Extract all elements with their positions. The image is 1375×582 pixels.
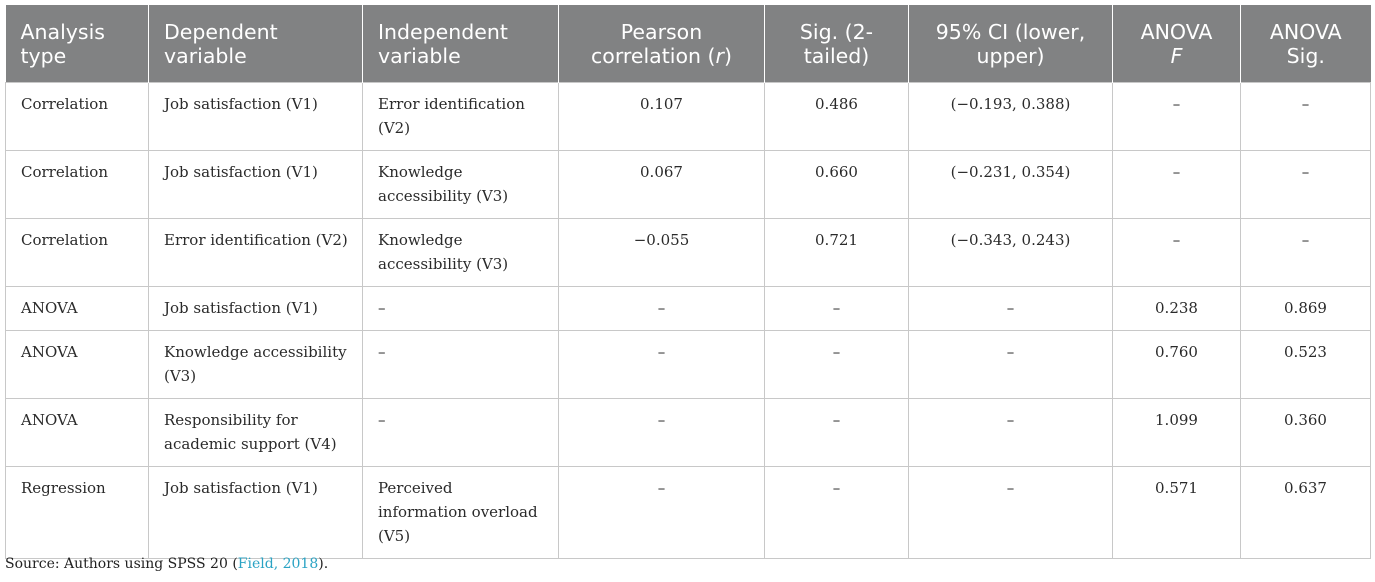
header-row: Analysis type Dependent variable Indepen… [5, 5, 1371, 83]
table-row: ANOVA Job satisfaction (V1) – – – –0.238 0.869 [5, 286, 1371, 331]
table-row: Correlation Job satisfaction (V1) Knowledg… [5, 150, 1371, 219]
pearson-suffix: ) [723, 43, 732, 68]
cell-independent-variable: Knowledge accessibility (V3) [362, 150, 559, 219]
cell-independent-variable: – [362, 330, 559, 399]
table-row: Correlation Error identification (V2) Know… [5, 218, 1371, 287]
table-body: Correlation Job satisfaction (V1) Error id… [5, 82, 1371, 559]
cell-sig-2-tailed: – [764, 398, 909, 467]
cell-anova-sig: 0.360 [1240, 398, 1371, 467]
cell-pearson-r: – [558, 466, 765, 559]
table-row: ANOVA Knowledge accessibility (V3) – – – –0.7… [5, 330, 1371, 399]
header-anova-sig: ANOVA Sig. [1240, 5, 1371, 83]
header-independent-variable: Independent variable [362, 5, 559, 83]
pearson-prefix: Pearson correlation ( [591, 19, 716, 68]
header-pearson-correlation: Pearson correlation (r) [558, 5, 765, 83]
results-table: Analysis type Dependent variable Indepen… [5, 5, 1371, 559]
cell-sig-2-tailed: – [764, 466, 909, 559]
cell-independent-variable: – [362, 398, 559, 467]
table-row: ANOVA Responsibility for academic support… [5, 398, 1371, 467]
pearson-r-symbol: r [715, 43, 724, 68]
cell-anova-sig: 0.637 [1240, 466, 1371, 559]
caption-suffix: ). [318, 556, 329, 572]
cell-ci-95: – [908, 466, 1113, 559]
cell-anova-f: 0.571 [1112, 466, 1241, 559]
citation-link[interactable]: Field, 2018 [237, 556, 319, 572]
cell-analysis-type: Regression [5, 466, 149, 559]
cell-analysis-type: ANOVA [5, 398, 149, 467]
cell-pearson-r: – [558, 398, 765, 467]
cell-pearson-r: −0.055 [558, 218, 765, 287]
cell-dependent-variable: Responsibility for academic support (V4) [148, 398, 363, 467]
cell-ci-95: – [908, 286, 1113, 331]
cell-ci-95: (−0.231, 0.354) [908, 150, 1113, 219]
cell-pearson-r: 0.067 [558, 150, 765, 219]
cell-dependent-variable: Error identification (V2) [148, 218, 363, 287]
cell-pearson-r: 0.107 [558, 82, 765, 151]
anova-f-symbol: F [1170, 43, 1183, 68]
cell-analysis-type: ANOVA [5, 286, 149, 331]
cell-independent-variable: Knowledge accessibility (V3) [362, 218, 559, 287]
cell-analysis-type: ANOVA [5, 330, 149, 399]
cell-analysis-type: Correlation [5, 218, 149, 287]
table-row: Regression Job satisfaction (V1) Perceived… [5, 466, 1371, 559]
cell-anova-sig: 0.869 [1240, 286, 1371, 331]
cell-anova-sig: 0.523 [1240, 330, 1371, 399]
cell-ci-95: (−0.193, 0.388) [908, 82, 1113, 151]
cell-anova-f: 0.238 [1112, 286, 1241, 331]
cell-anova-f: 0.760 [1112, 330, 1241, 399]
header-sig-2-tailed: Sig. (2-tailed) [764, 5, 909, 83]
cell-dependent-variable: Job satisfaction (V1) [148, 286, 363, 331]
cell-independent-variable: Error identification (V2) [362, 82, 559, 151]
cell-sig-2-tailed: – [764, 286, 909, 331]
cell-sig-2-tailed: 0.721 [764, 218, 909, 287]
cell-pearson-r: – [558, 330, 765, 399]
table-row: Correlation Job satisfaction (V1) Error id… [5, 82, 1371, 151]
anova-f-label: ANOVA [1140, 19, 1213, 44]
cell-anova-sig: – [1240, 150, 1371, 219]
cell-sig-2-tailed: 0.660 [764, 150, 909, 219]
cell-ci-95: – [908, 398, 1113, 467]
header-dependent-variable: Dependent variable [148, 5, 363, 83]
cell-analysis-type: Correlation [5, 150, 149, 219]
cell-anova-f: 1.099 [1112, 398, 1241, 467]
header-analysis-type: Analysis type [5, 5, 149, 83]
cell-ci-95: – [908, 330, 1113, 399]
caption-prefix: Source: Authors using SPSS 20 ( [5, 556, 238, 572]
cell-anova-sig: – [1240, 218, 1371, 287]
cell-analysis-type: Correlation [5, 82, 149, 151]
cell-anova-f: – [1112, 218, 1241, 287]
cell-ci-95: (−0.343, 0.243) [908, 218, 1113, 287]
cell-pearson-r: – [558, 286, 765, 331]
cell-independent-variable: Perceived information overload (V5) [362, 466, 559, 559]
header-95-ci: 95% CI (lower, upper) [908, 5, 1113, 83]
cell-anova-f: – [1112, 82, 1241, 151]
cell-dependent-variable: Job satisfaction (V1) [148, 82, 363, 151]
cell-dependent-variable: Job satisfaction (V1) [148, 466, 363, 559]
header-anova-f: ANOVA F [1112, 5, 1241, 83]
cell-anova-f: – [1112, 150, 1241, 219]
table-source-caption: Source: Authors using SPSS 20 (Field, 20… [5, 556, 328, 572]
cell-dependent-variable: Knowledge accessibility (V3) [148, 330, 363, 399]
cell-sig-2-tailed: – [764, 330, 909, 399]
cell-independent-variable: – [362, 286, 559, 331]
cell-anova-sig: – [1240, 82, 1371, 151]
cell-dependent-variable: Job satisfaction (V1) [148, 150, 363, 219]
cell-sig-2-tailed: 0.486 [764, 82, 909, 151]
